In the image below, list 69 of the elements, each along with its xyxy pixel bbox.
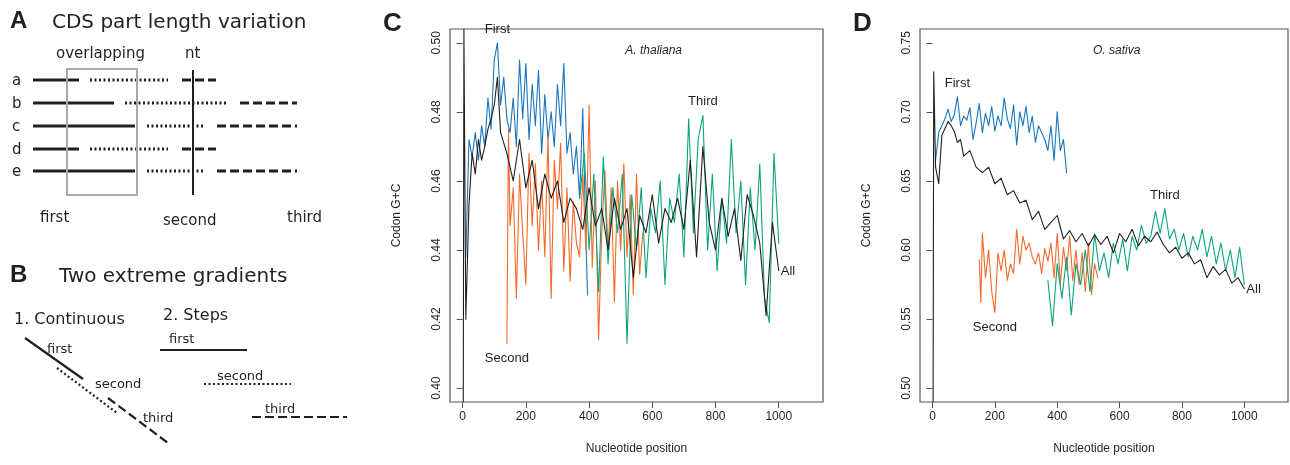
series-label: First xyxy=(484,20,511,36)
y-tick-label: 0.50 xyxy=(899,376,913,400)
text: b xyxy=(12,94,22,112)
text: e xyxy=(12,162,22,180)
line-series xyxy=(935,96,1068,174)
y-tick-label: 0.70 xyxy=(899,99,913,124)
text: c xyxy=(12,117,21,135)
y-axis-title: Codon G+C xyxy=(859,183,873,248)
text: 1. Continuous xyxy=(14,309,125,328)
line-series xyxy=(506,104,644,344)
y-tick-label: 0.55 xyxy=(899,307,913,331)
x-tick-label: 600 xyxy=(642,409,663,423)
series-label: Third xyxy=(1150,186,1180,202)
text: first xyxy=(40,208,70,226)
text: CDS part length variation xyxy=(52,9,307,33)
series-label: All xyxy=(1246,281,1261,297)
text: d xyxy=(12,140,22,158)
x-tick-label: 200 xyxy=(515,409,537,423)
y-tick-label: 0.40 xyxy=(429,376,443,400)
y-tick-label: 0.65 xyxy=(899,168,913,193)
x-axis-title: Nucleotide position xyxy=(585,441,688,455)
x-tick-label: 400 xyxy=(579,409,600,423)
x-tick-label: 800 xyxy=(1171,409,1193,423)
text: overlapping xyxy=(56,44,146,62)
text: first xyxy=(169,331,195,346)
text: B xyxy=(10,260,28,287)
text: first xyxy=(47,341,73,356)
x-tick-label: 200 xyxy=(984,409,1006,423)
line-series xyxy=(465,42,589,296)
chart-title: D xyxy=(853,7,872,37)
x-tick-label: 0 xyxy=(459,409,467,423)
text: a xyxy=(12,71,22,89)
chart-title: C xyxy=(383,7,402,37)
text: third xyxy=(287,208,322,226)
x-tick-label: 0 xyxy=(929,409,937,423)
annotation: O. sativa xyxy=(1092,43,1141,57)
y-tick-label: 0.46 xyxy=(429,168,443,193)
series-label: Third xyxy=(688,93,718,109)
text: second xyxy=(163,211,217,229)
y-tick-label: 0.44 xyxy=(429,238,443,262)
text: third xyxy=(265,401,296,416)
text: second xyxy=(95,376,142,391)
line-series xyxy=(579,114,780,344)
text: third xyxy=(143,410,174,425)
line-series xyxy=(932,71,1245,403)
series-label: All xyxy=(780,263,796,279)
annotation: A. thaliana xyxy=(624,43,683,57)
y-tick-label: 0.48 xyxy=(429,99,443,124)
y-tick-label: 0.60 xyxy=(899,238,913,262)
series-label: Second xyxy=(484,350,529,366)
x-tick-label: 600 xyxy=(1109,409,1130,423)
x-tick-label: 800 xyxy=(705,409,726,423)
y-tick-label: 0.50 xyxy=(429,30,443,55)
series-label: First xyxy=(944,74,971,90)
x-axis-title: Nucleotide position xyxy=(1053,441,1155,455)
text: second xyxy=(217,368,264,383)
line-series xyxy=(978,228,1099,313)
line-series xyxy=(1047,208,1245,327)
x-tick-label: 1000 xyxy=(1230,409,1259,423)
y-tick-label: 0.75 xyxy=(899,30,913,55)
text: nt xyxy=(185,44,201,62)
y-axis-title: Codon G+C xyxy=(389,183,403,248)
series-label: Second xyxy=(972,319,1017,335)
text: A xyxy=(10,6,28,33)
x-tick-label: 1000 xyxy=(765,409,793,423)
x-tick-label: 400 xyxy=(1047,409,1068,423)
y-tick-label: 0.42 xyxy=(429,307,443,331)
text: Two extreme gradients xyxy=(58,263,288,287)
text: 2. Steps xyxy=(163,305,229,324)
